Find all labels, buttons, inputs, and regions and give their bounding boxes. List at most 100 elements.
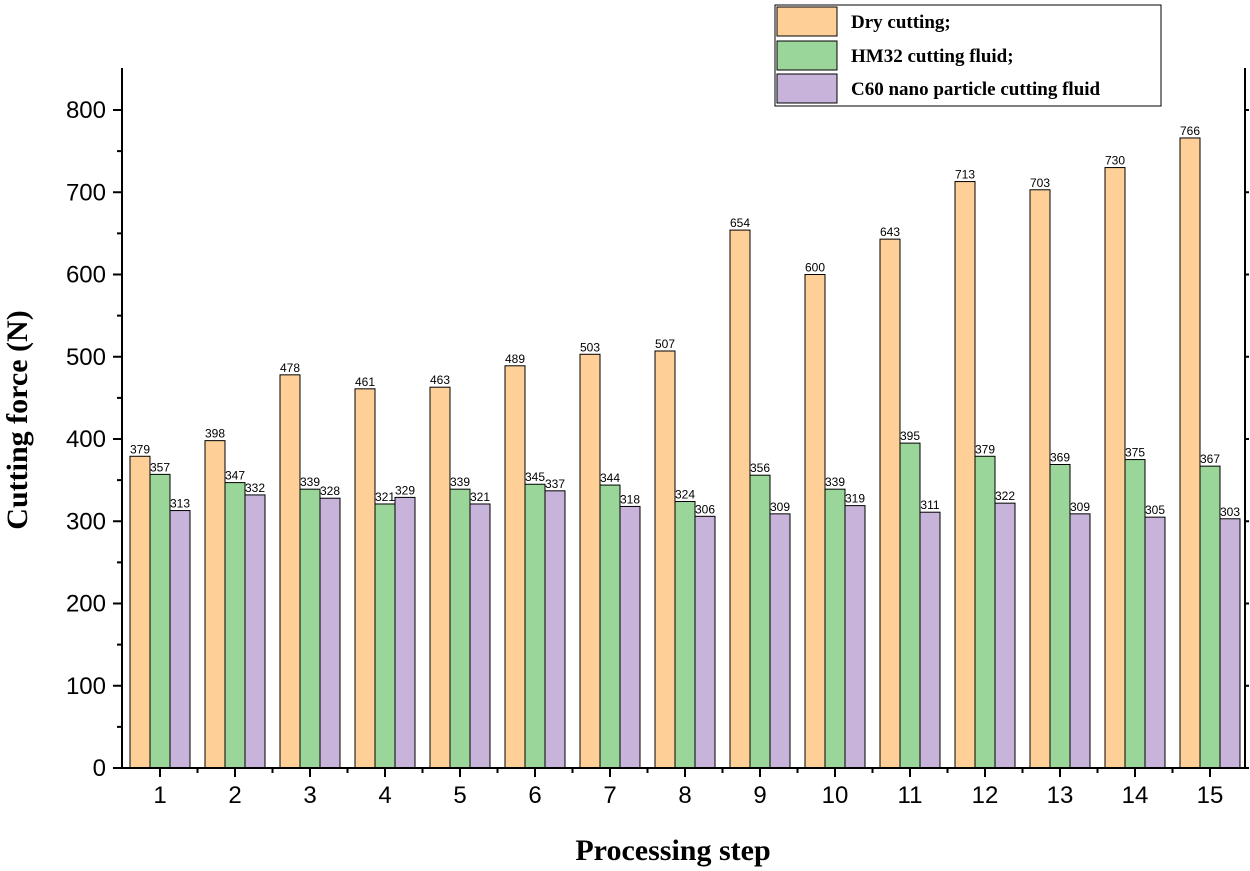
data-label-step-13-series-1: 703 xyxy=(1030,176,1050,190)
bar-step-11-series-1 xyxy=(879,238,901,769)
data-label-step-4-series-1: 461 xyxy=(355,375,375,389)
y-tick-label: 300 xyxy=(66,508,106,535)
bar-step-10-series-2 xyxy=(824,488,846,769)
data-label-step-7-series-1: 503 xyxy=(580,340,600,354)
bar-step-9-series-2 xyxy=(749,474,771,769)
bar-step-13-series-3 xyxy=(1069,513,1091,769)
bar-step-13-series-1 xyxy=(1029,189,1051,769)
data-label-step-1-series-1: 379 xyxy=(130,442,150,456)
y-tick-label: 700 xyxy=(66,179,106,206)
x-tick-label: 2 xyxy=(228,782,241,809)
bar-step-5-series-1 xyxy=(429,386,451,769)
bar-step-10-series-1 xyxy=(804,274,826,769)
data-label-step-9-series-2: 356 xyxy=(750,461,770,475)
bar-step-11-series-3 xyxy=(919,511,941,769)
bar-step-6-series-1 xyxy=(504,365,526,769)
data-label-step-3-series-1: 478 xyxy=(280,361,300,375)
x-tick-label: 10 xyxy=(822,782,849,809)
bar-step-2-series-2 xyxy=(224,482,246,769)
data-label-step-5-series-3: 321 xyxy=(470,490,490,504)
data-label-step-8-series-1: 507 xyxy=(655,337,675,351)
x-tick-label: 4 xyxy=(378,782,391,809)
x-tick-label: 5 xyxy=(453,782,466,809)
y-tick-label: 400 xyxy=(66,426,106,453)
legend-swatch-series-3 xyxy=(776,73,838,104)
data-label-step-14-series-3: 305 xyxy=(1145,503,1165,517)
data-label-step-10-series-3: 319 xyxy=(845,492,865,506)
data-label-step-8-series-3: 306 xyxy=(695,502,715,516)
data-label-step-11-series-1: 643 xyxy=(880,225,900,239)
legend-swatch-series-2 xyxy=(776,40,838,71)
data-label-step-15-series-2: 367 xyxy=(1200,452,1220,466)
bar-step-4-series-1 xyxy=(354,388,376,769)
bar-step-9-series-3 xyxy=(769,513,791,769)
bar-step-7-series-2 xyxy=(599,484,621,769)
bar-step-8-series-3 xyxy=(694,515,716,769)
x-tick-label: 7 xyxy=(603,782,616,809)
bar-step-12-series-3 xyxy=(994,502,1016,769)
bar-step-4-series-2 xyxy=(374,503,396,769)
x-tick-label: 6 xyxy=(528,782,541,809)
data-label-step-11-series-2: 395 xyxy=(900,429,920,443)
bar-step-7-series-1 xyxy=(579,353,601,769)
data-label-step-13-series-3: 309 xyxy=(1070,500,1090,514)
x-tick-label: 14 xyxy=(1122,782,1149,809)
bar-step-14-series-3 xyxy=(1144,516,1166,769)
bar-step-4-series-3 xyxy=(394,496,416,769)
y-ticks-layer: 0 100 200 300 400 500 600 700 800 xyxy=(66,97,1249,782)
bar-step-9-series-1 xyxy=(729,229,751,769)
data-label-step-2-series-1: 398 xyxy=(205,427,225,441)
y-tick-label: 800 xyxy=(66,97,106,124)
y-tick-label: 600 xyxy=(66,262,106,289)
x-tick-label: 1 xyxy=(153,782,166,809)
data-label-step-7-series-2: 344 xyxy=(600,471,620,485)
y-tick-label: 0 xyxy=(93,755,106,782)
bar-step-2-series-3 xyxy=(244,494,266,769)
data-label-step-1-series-2: 357 xyxy=(150,460,170,474)
legend: Dry cutting; HM32 cutting fluid; C60 nano … xyxy=(774,4,1162,107)
data-label-step-5-series-1: 463 xyxy=(430,373,450,387)
bar-step-13-series-2 xyxy=(1049,463,1071,769)
data-label-step-9-series-3: 309 xyxy=(770,500,790,514)
data-label-step-2-series-2: 347 xyxy=(225,469,245,483)
x-tick-label: 11 xyxy=(898,782,923,809)
data-label-step-12-series-1: 713 xyxy=(955,168,975,182)
bar-step-12-series-2 xyxy=(974,455,996,769)
data-label-step-6-series-3: 337 xyxy=(545,477,565,491)
bar-step-1-series-3 xyxy=(169,510,191,769)
data-label-step-3-series-3: 328 xyxy=(320,484,340,498)
axes-layer xyxy=(121,68,1246,769)
bar-step-3-series-1 xyxy=(279,374,301,769)
x-tick-label: 9 xyxy=(753,782,766,809)
x-tick-label: 3 xyxy=(303,782,316,809)
x-tick-label: 8 xyxy=(678,782,691,809)
bar-step-15-series-2 xyxy=(1199,465,1221,769)
data-label-step-4-series-3: 329 xyxy=(395,483,415,497)
data-label-step-15-series-1: 766 xyxy=(1180,124,1200,138)
data-label-step-10-series-1: 600 xyxy=(805,261,825,275)
data-label-step-8-series-2: 324 xyxy=(675,488,695,502)
x-tick-label: 13 xyxy=(1047,782,1074,809)
bar-step-10-series-3 xyxy=(844,505,866,769)
bar-step-1-series-2 xyxy=(149,473,171,769)
y-tick-label: 200 xyxy=(66,591,106,618)
x-tick-label: 12 xyxy=(972,782,999,809)
data-label-step-12-series-3: 322 xyxy=(995,489,1015,503)
x-ticks-layer: 1 2 3 4 5 6 7 8 9 10 11 12 13 14 15 xyxy=(153,768,1223,809)
bar-step-14-series-1 xyxy=(1104,167,1126,769)
data-label-step-5-series-2: 339 xyxy=(450,475,470,489)
bar-step-5-series-3 xyxy=(469,503,491,769)
data-label-step-14-series-2: 375 xyxy=(1125,446,1145,460)
y-tick-label: 500 xyxy=(66,344,106,371)
data-label-step-2-series-3: 332 xyxy=(245,481,265,495)
x-tick-label: 15 xyxy=(1197,782,1224,809)
bar-step-1-series-1 xyxy=(129,455,151,769)
data-label-step-11-series-3: 311 xyxy=(920,498,939,512)
bars-layer xyxy=(129,137,1241,769)
data-label-step-9-series-1: 654 xyxy=(730,216,750,230)
bar-step-15-series-3 xyxy=(1219,518,1241,769)
bar-step-8-series-1 xyxy=(654,350,676,769)
bar-step-2-series-1 xyxy=(204,440,226,769)
